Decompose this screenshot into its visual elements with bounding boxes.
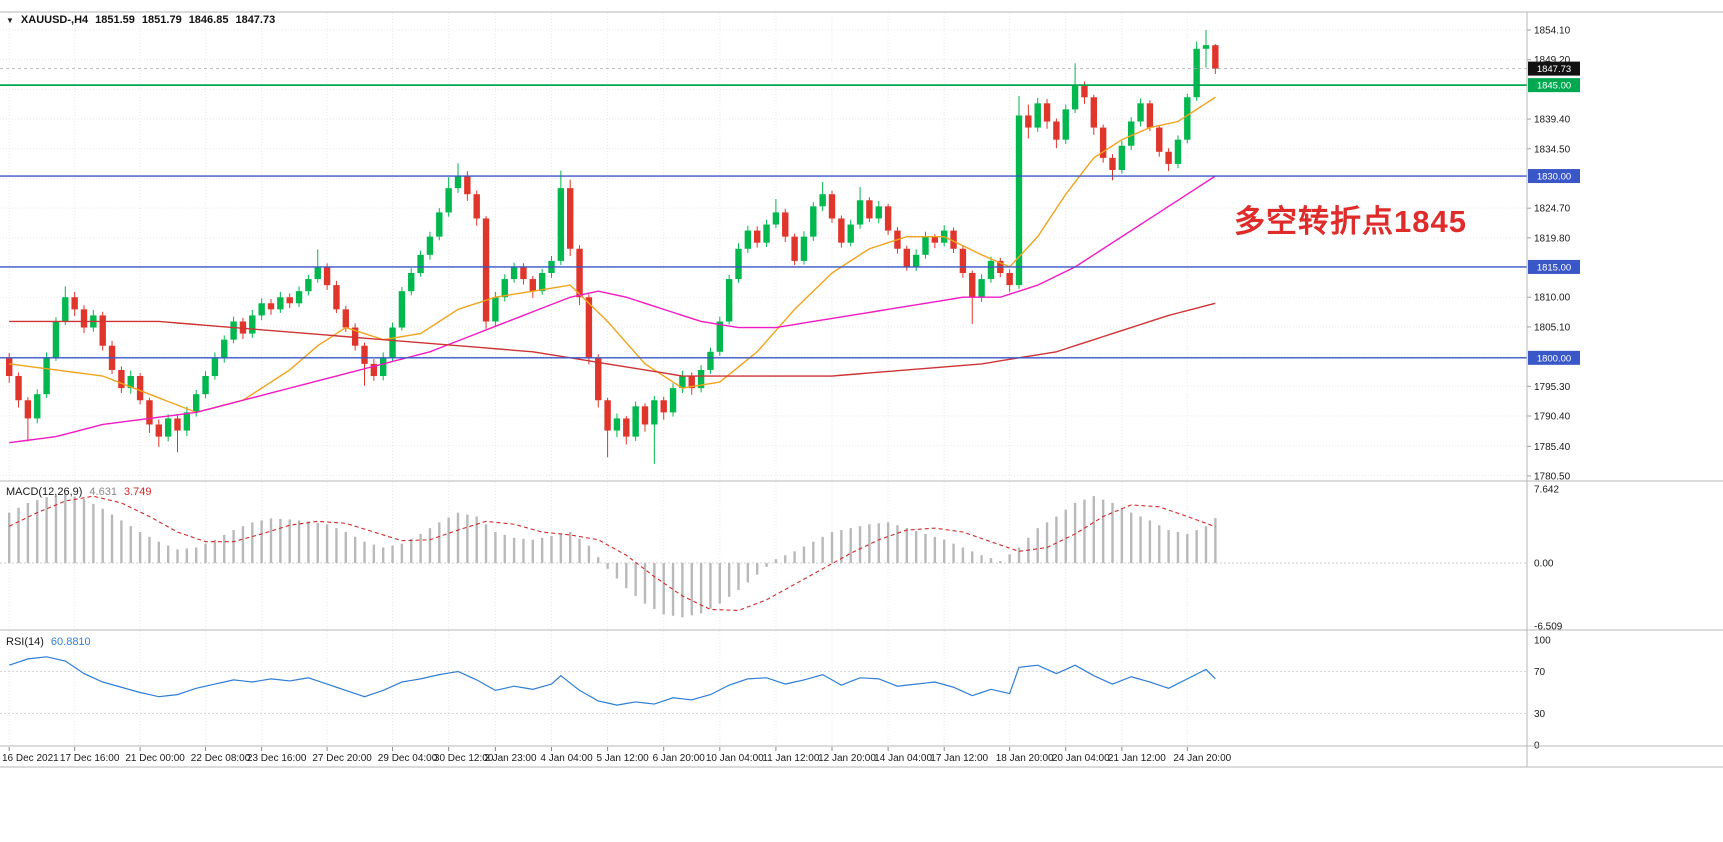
macd-signal-value: 3.749 xyxy=(123,486,152,498)
svg-text:100: 100 xyxy=(1534,636,1551,647)
price-levels: 1845.00 1830.00 1815.00 1800.00 1847.73 xyxy=(0,61,1580,365)
current-price-badge xyxy=(1528,61,1580,76)
svg-text:30: 30 xyxy=(1534,709,1546,720)
symbol-period-label: XAUUSD-,H4 xyxy=(20,14,89,26)
ma-slow-red xyxy=(9,302,1216,377)
pane-separators xyxy=(0,11,1723,768)
svg-text:21 Jan 12:00: 21 Jan 12:00 xyxy=(1108,753,1166,764)
svg-text:17 Dec 16:00: 17 Dec 16:00 xyxy=(60,753,120,764)
svg-text:1854.10: 1854.10 xyxy=(1534,26,1571,37)
macd-indicator-label: MACD(12,26,9) 4.631 3.749 xyxy=(6,486,151,498)
svg-text:2 Jan 23:00: 2 Jan 23:00 xyxy=(484,753,537,764)
candlesticks xyxy=(6,30,1219,464)
svg-text:14 Jan 04:00: 14 Jan 04:00 xyxy=(874,753,932,764)
svg-text:1810.00: 1810.00 xyxy=(1534,293,1571,304)
chart-annotation-text: 多空转折点1845 xyxy=(1234,204,1467,239)
rsi-name: RSI(14) xyxy=(6,636,44,648)
svg-text:18 Jan 20:00: 18 Jan 20:00 xyxy=(996,753,1054,764)
svg-text:1819.80: 1819.80 xyxy=(1534,233,1571,244)
svg-text:11 Jan 12:00: 11 Jan 12:00 xyxy=(762,753,820,764)
svg-text:1790.40: 1790.40 xyxy=(1534,412,1571,423)
svg-text:7.642: 7.642 xyxy=(1534,484,1559,495)
price-badge-1830.00[interactable] xyxy=(1528,169,1580,184)
svg-text:1795.30: 1795.30 xyxy=(1534,382,1571,393)
svg-text:1839.40: 1839.40 xyxy=(1534,115,1571,126)
ohlc-high-value: 1851.79 xyxy=(141,14,182,26)
svg-text:5 Jan 12:00: 5 Jan 12:00 xyxy=(596,753,649,764)
moving-averages xyxy=(9,96,1216,444)
svg-text:23 Dec 16:00: 23 Dec 16:00 xyxy=(247,753,307,764)
svg-text:0.00: 0.00 xyxy=(1534,559,1554,570)
svg-text:1815.00: 1815.00 xyxy=(1537,262,1571,273)
chart-header: ▼ XAUUSD-,H4 1851.59 1851.79 1846.85 184… xyxy=(6,14,275,26)
ohlc-close-value: 1847.73 xyxy=(235,14,276,26)
macd-signal-line xyxy=(8,495,1216,612)
grid-lines xyxy=(0,13,1527,746)
ohlc-open-value: 1851.59 xyxy=(95,14,135,26)
macd-main-value: 4.631 xyxy=(89,486,117,498)
svg-text:17 Jan 12:00: 17 Jan 12:00 xyxy=(930,753,988,764)
price-axis[interactable]: 1854.10 1849.20 1839.40 1834.50 1824.70 1819.… xyxy=(1527,26,1571,752)
svg-text:27 Dec 20:00: 27 Dec 20:00 xyxy=(312,753,372,764)
macd-histogram xyxy=(7,494,1217,618)
svg-text:29 Dec 04:00: 29 Dec 04:00 xyxy=(378,753,438,764)
svg-text:1834.50: 1834.50 xyxy=(1534,144,1571,155)
price-badge-1815.00[interactable] xyxy=(1528,259,1580,274)
svg-text:1830.00: 1830.00 xyxy=(1537,172,1571,183)
svg-text:24 Jan 20:00: 24 Jan 20:00 xyxy=(1173,753,1231,764)
rsi-line xyxy=(9,656,1216,706)
svg-text:30 Dec 12:00: 30 Dec 12:00 xyxy=(434,753,494,764)
svg-text:4 Jan 04:00: 4 Jan 04:00 xyxy=(540,753,593,764)
svg-text:16 Dec 2021: 16 Dec 2021 xyxy=(2,753,59,764)
svg-text:21 Dec 00:00: 21 Dec 00:00 xyxy=(125,753,185,764)
ma-mid-magenta xyxy=(9,175,1216,444)
svg-text:1849.20: 1849.20 xyxy=(1534,55,1571,66)
chart-dropdown-arrow-icon[interactable]: ▼ xyxy=(6,15,14,25)
svg-text:1805.10: 1805.10 xyxy=(1534,322,1571,333)
svg-text:1800.00: 1800.00 xyxy=(1537,353,1571,364)
svg-text:1780.50: 1780.50 xyxy=(1534,472,1571,483)
time-axis[interactable]: 16 Dec 2021 17 Dec 16:00 21 Dec 00:00 22 De… xyxy=(2,747,1232,764)
svg-text:1847.73: 1847.73 xyxy=(1537,64,1571,75)
svg-text:70: 70 xyxy=(1534,667,1546,678)
svg-text:12 Jan 20:00: 12 Jan 20:00 xyxy=(818,753,876,764)
svg-text:10 Jan 04:00: 10 Jan 04:00 xyxy=(706,753,764,764)
rsi-indicator-label: RSI(14) 60.8810 xyxy=(6,636,91,648)
price-badge-1800.00[interactable] xyxy=(1528,350,1580,365)
svg-text:1824.70: 1824.70 xyxy=(1534,204,1571,215)
svg-text:-6.509: -6.509 xyxy=(1534,622,1563,633)
svg-text:1845.00: 1845.00 xyxy=(1537,81,1571,92)
macd-name: MACD(12,26,9) xyxy=(6,486,83,498)
svg-text:1785.40: 1785.40 xyxy=(1534,442,1571,453)
svg-text:6 Jan 20:00: 6 Jan 20:00 xyxy=(653,753,706,764)
svg-text:22 Dec 08:00: 22 Dec 08:00 xyxy=(191,753,251,764)
rsi-value: 60.8810 xyxy=(50,636,91,648)
ohlc-low-value: 1846.85 xyxy=(188,14,229,26)
svg-text:20 Jan 04:00: 20 Jan 04:00 xyxy=(1052,753,1110,764)
price-badge-1845.00[interactable] xyxy=(1528,78,1580,93)
